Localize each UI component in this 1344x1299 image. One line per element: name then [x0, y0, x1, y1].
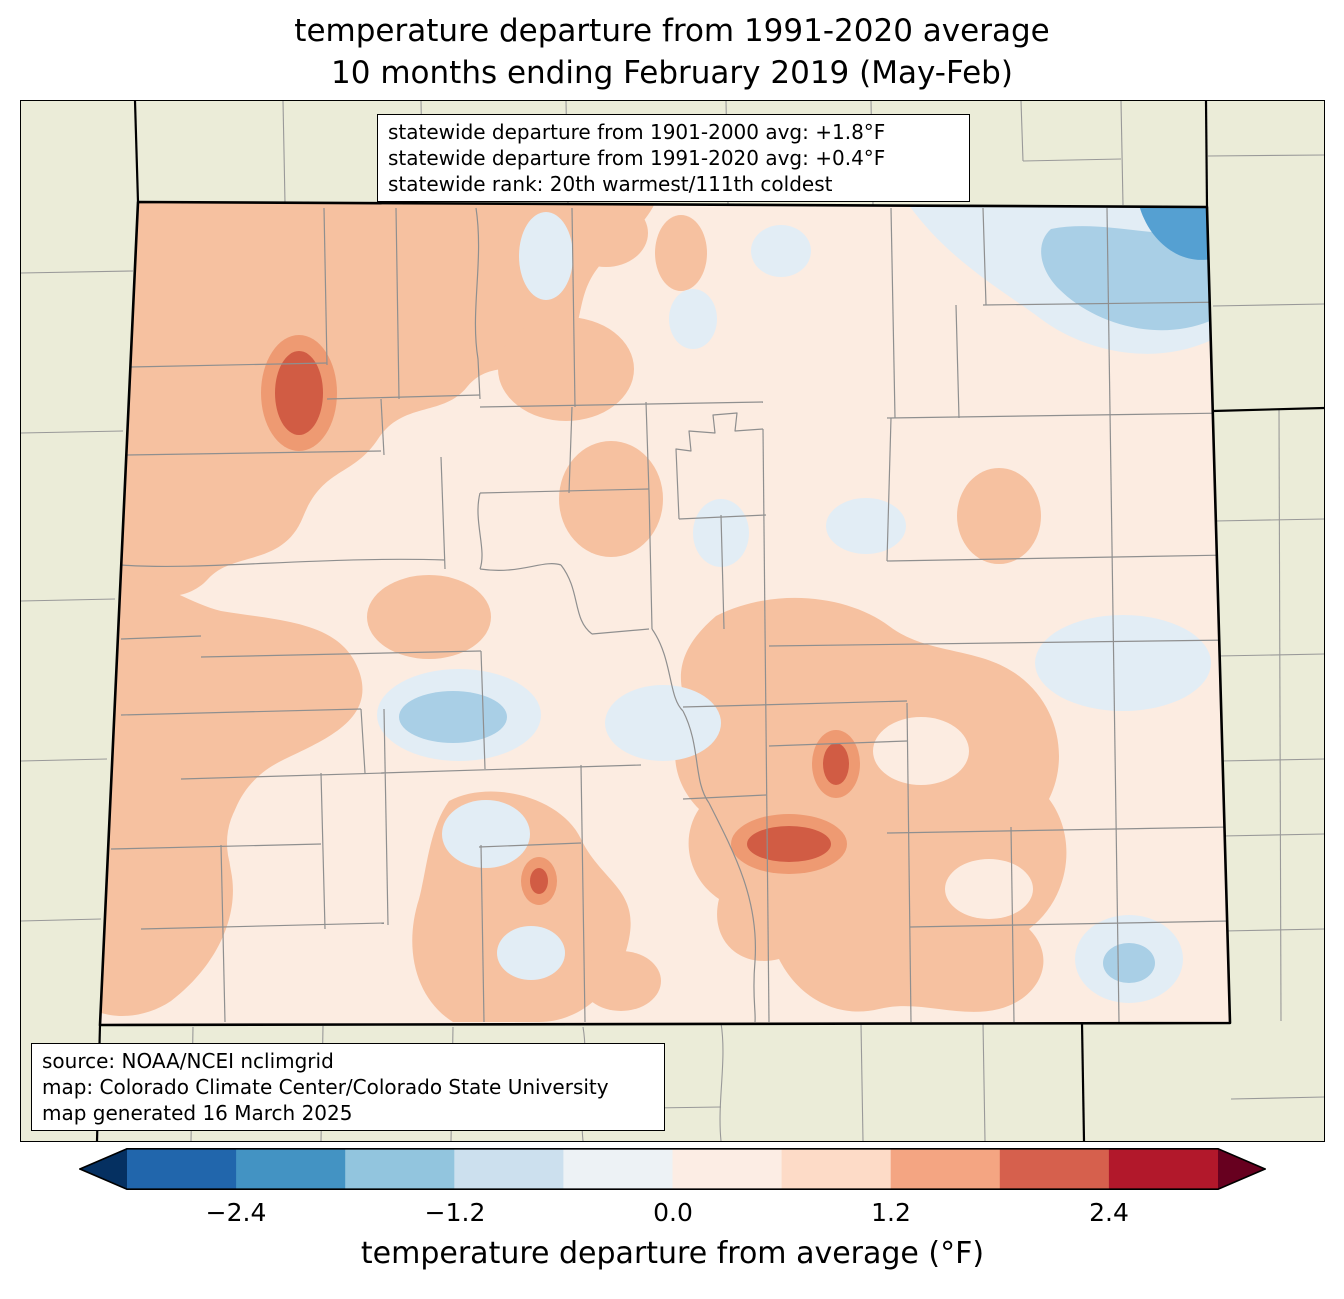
colorbar-tick: −1.2 — [424, 1198, 486, 1227]
map-axes: statewide departure from 1901-2000 avg: … — [20, 100, 1325, 1142]
pale-hole-northwest — [381, 441, 477, 525]
warm-patch-center — [367, 575, 491, 659]
temperature-field — [100, 202, 1230, 1025]
cool-region-center-core — [399, 691, 507, 743]
figure-title: temperature departure from 1991-2020 ave… — [0, 10, 1344, 94]
cool-patch-north-1 — [519, 212, 573, 300]
warm-patch-center-north — [559, 441, 663, 557]
colorbar-tick: 2.4 — [1089, 1198, 1129, 1227]
cool-patch-plains — [826, 498, 906, 554]
cool-patch-south-1 — [442, 800, 530, 868]
cool-patch-center-east — [605, 685, 721, 761]
pale-hole-southeast-2 — [945, 859, 1033, 919]
title-line2: 10 months ending February 2019 (May-Feb) — [331, 55, 1013, 91]
colorbar-left-arrow — [79, 1148, 127, 1190]
stats-box: statewide departure from 1901-2000 avg: … — [377, 114, 970, 202]
cool-patch-east — [1035, 615, 1211, 711]
colorbar-bar — [79, 1148, 1266, 1190]
cool-patch-south-2 — [497, 926, 565, 980]
stats-line2: statewide departure from 1991-2020 avg: … — [388, 146, 886, 170]
pale-hole-southeast-1 — [873, 717, 969, 785]
warm-patch-north-1 — [564, 202, 648, 267]
colorbar-outline — [79, 1148, 1266, 1190]
stats-line1: statewide departure from 1901-2000 avg: … — [388, 120, 886, 144]
colorado-map — [21, 101, 1324, 1141]
source-line3: map generated 16 March 2025 — [42, 1101, 353, 1125]
warm-patch-east — [957, 468, 1041, 564]
colorbar-tick: 1.2 — [871, 1198, 911, 1227]
hot-spot-southeast-2 — [747, 826, 831, 862]
title-line1: temperature departure from 1991-2020 ave… — [294, 13, 1050, 49]
warm-region-west — [100, 571, 363, 1016]
cool-patch-north-3 — [751, 225, 811, 277]
cool-patch-north-2 — [669, 289, 717, 349]
hot-spot-northwest — [275, 351, 323, 435]
stats-line3: statewide rank: 20th warmest/111th colde… — [388, 172, 833, 196]
source-box: source: NOAA/NCEI nclimgrid map: Colorad… — [31, 1043, 665, 1131]
hot-spot-southeast-1 — [823, 743, 849, 785]
colorbar-segments — [127, 1148, 1218, 1190]
source-line2: map: Colorado Climate Center/Colorado St… — [42, 1075, 609, 1099]
colorbar-tick: 0.0 — [653, 1198, 693, 1227]
warm-patch-north-2 — [655, 215, 707, 291]
colorbar-ticks: −2.4 −1.2 0.0 1.2 2.4 — [79, 1198, 1266, 1230]
colorbar-tick: −2.4 — [205, 1198, 267, 1227]
warm-patch-south — [581, 951, 661, 1011]
warm-patch-north-3 — [498, 317, 634, 421]
hot-spot-south — [530, 868, 548, 894]
cool-patch-southeast-core — [1103, 943, 1155, 983]
state-border — [98, 200, 1232, 1027]
counties-layer — [110, 207, 1230, 1023]
warm-region-northwest — [100, 202, 664, 597]
source-line1: source: NOAA/NCEI nclimgrid — [42, 1049, 334, 1073]
colorbar-label: temperature departure from average (°F) — [360, 1236, 985, 1271]
colorbar-right-arrow — [1218, 1148, 1266, 1190]
pale-hole-southwest — [227, 781, 331, 905]
colorbar: −2.4 −1.2 0.0 1.2 2.4 temperature depart… — [79, 1148, 1266, 1271]
cool-spot-northeast-corner — [1139, 205, 1211, 260]
